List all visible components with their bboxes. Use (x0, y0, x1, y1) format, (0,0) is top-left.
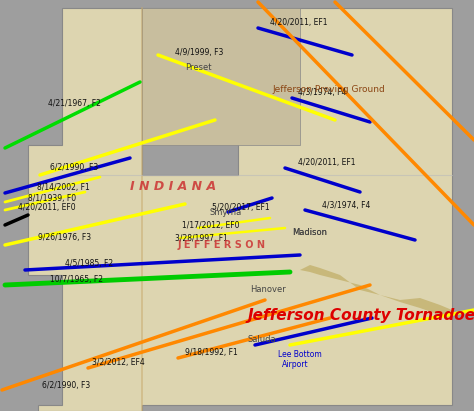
Text: 4/20/2011, EF1: 4/20/2011, EF1 (298, 157, 356, 166)
Text: 8/14/2002, F1: 8/14/2002, F1 (37, 182, 90, 192)
Text: 4/9/1999, F3: 4/9/1999, F3 (175, 48, 223, 56)
Text: 4/21/1967, F2: 4/21/1967, F2 (48, 99, 101, 108)
Text: 9/26/1976, F3: 9/26/1976, F3 (38, 233, 91, 242)
Text: Lee Bottom: Lee Bottom (278, 350, 322, 359)
Text: 4/3/1974, F4: 4/3/1974, F4 (322, 201, 370, 210)
Text: 3/2/2012, EF4: 3/2/2012, EF4 (92, 358, 145, 367)
Text: Airport: Airport (282, 360, 309, 369)
Text: 6/2/1990, F3: 6/2/1990, F3 (50, 162, 98, 171)
Text: Jefferson Proving Ground: Jefferson Proving Ground (272, 85, 385, 94)
Text: 6/2/1990, F3: 6/2/1990, F3 (42, 381, 90, 390)
Text: Saluda: Saluda (248, 335, 277, 344)
Text: 4/20/2011, EF0: 4/20/2011, EF0 (18, 203, 76, 212)
Text: Madison: Madison (292, 228, 327, 237)
Polygon shape (142, 8, 300, 145)
Text: 9/18/1992, F1: 9/18/1992, F1 (185, 347, 238, 356)
Polygon shape (300, 265, 452, 320)
Text: 4/20/2011, EF1: 4/20/2011, EF1 (270, 18, 328, 28)
Text: Preset: Preset (185, 63, 211, 72)
Text: Hanover: Hanover (250, 285, 286, 294)
Text: 4/5/1985, F2: 4/5/1985, F2 (65, 259, 113, 268)
Text: 4/3/1974, F4: 4/3/1974, F4 (298, 88, 346, 97)
Text: Smyrna: Smyrna (210, 208, 242, 217)
Text: J E F F E R S O N: J E F F E R S O N (178, 240, 266, 250)
Text: 8/1/1939, F0: 8/1/1939, F0 (28, 194, 76, 203)
Text: Jefferson County Tornadoes: Jefferson County Tornadoes (248, 308, 474, 323)
Text: 1/17/2012, EF0: 1/17/2012, EF0 (182, 220, 239, 229)
Text: Madison: Madison (292, 228, 327, 237)
Polygon shape (28, 8, 452, 411)
Text: I N D I A N A: I N D I A N A (130, 180, 216, 193)
Text: 5/20/2017, EF1: 5/20/2017, EF1 (212, 203, 270, 212)
Text: 10/7/1965, F2: 10/7/1965, F2 (50, 275, 103, 284)
Text: 3/28/1997, F1: 3/28/1997, F1 (175, 233, 228, 242)
